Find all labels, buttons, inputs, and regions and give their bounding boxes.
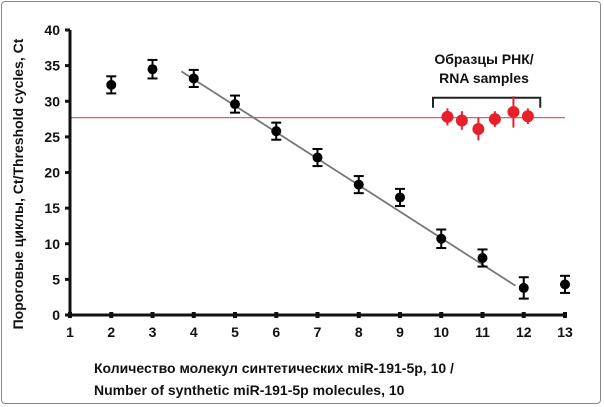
- y-tick-label: 20: [44, 165, 60, 181]
- x-tick-label: 12: [516, 324, 532, 340]
- x-axis-label-line1: Количество молекул синтетических miR-191…: [94, 360, 454, 376]
- standard-point: [395, 192, 405, 203]
- sample-point: [472, 123, 485, 136]
- sample-point: [521, 110, 534, 123]
- sample-point: [488, 113, 501, 126]
- standard-point: [436, 233, 447, 244]
- standard-point: [106, 79, 117, 90]
- y-tick-label: 25: [44, 129, 60, 145]
- y-tick-label: 0: [52, 307, 60, 323]
- standard-point: [188, 73, 199, 84]
- y-tick-label: 30: [44, 93, 60, 109]
- x-tick-label: 2: [107, 324, 115, 340]
- x-tick-label: 7: [314, 324, 322, 340]
- y-tick-label: 10: [44, 236, 60, 252]
- y-tick-label: 40: [44, 22, 60, 38]
- sample-point: [507, 105, 520, 118]
- standard-point: [518, 282, 529, 293]
- sample-point: [455, 114, 468, 127]
- y-tick-label: 15: [44, 200, 60, 216]
- annotation-bracket: [432, 96, 542, 108]
- standard-point: [230, 99, 240, 110]
- x-tick-label: 3: [149, 324, 157, 340]
- standard-point: [147, 64, 158, 75]
- standard-point: [271, 126, 282, 137]
- x-tick-label: 8: [355, 324, 363, 340]
- standard-point: [353, 179, 364, 190]
- x-tick-label: 9: [396, 324, 404, 340]
- x-tick-label: 10: [433, 324, 449, 340]
- sample-point: [441, 110, 454, 123]
- annotation-line2: RNA samples: [439, 70, 529, 86]
- x-tick-label: 6: [272, 324, 280, 340]
- y-axis-label: Пороговые циклы, Ct/Threshold cycles, Ct: [10, 38, 26, 330]
- standard-point: [312, 152, 323, 163]
- standard-point: [560, 279, 570, 290]
- x-axis-label-line2: Number of synthetic miR-191-5p molecules…: [94, 382, 405, 398]
- x-tick-label: 13: [557, 324, 573, 340]
- annotation-line1: Образцы РНК/: [434, 51, 533, 67]
- x-tick-label: 5: [231, 324, 239, 340]
- y-tick-label: 5: [52, 271, 60, 287]
- x-tick-label: 1: [66, 324, 74, 340]
- x-tick-label: 4: [190, 324, 198, 340]
- standard-point: [477, 253, 488, 263]
- x-axis-label: Количество молекул синтетических miR-191…: [94, 357, 454, 401]
- x-tick-label: 11: [475, 324, 490, 340]
- y-tick-label: 35: [44, 58, 60, 74]
